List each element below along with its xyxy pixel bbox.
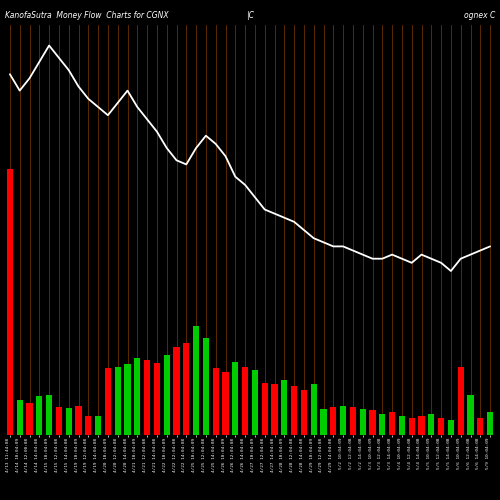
Bar — [310, 384, 317, 435]
Bar — [262, 383, 268, 435]
Bar — [6, 168, 13, 435]
Bar — [389, 412, 396, 435]
Bar — [370, 410, 376, 435]
Bar — [222, 372, 228, 435]
Bar — [164, 355, 170, 435]
Bar — [232, 362, 238, 435]
Bar — [114, 367, 121, 435]
Bar — [272, 384, 278, 435]
Bar — [448, 420, 454, 435]
Bar — [438, 418, 444, 435]
Bar — [252, 370, 258, 435]
Bar — [418, 416, 424, 435]
Bar — [154, 363, 160, 435]
Bar — [428, 414, 434, 435]
Bar — [300, 390, 307, 435]
Bar — [46, 395, 52, 435]
Bar — [487, 412, 494, 435]
Text: KanofaSutra  Money Flow  Charts for CGNX: KanofaSutra Money Flow Charts for CGNX — [5, 11, 168, 20]
Bar — [76, 406, 82, 435]
Bar — [85, 416, 91, 435]
Bar — [408, 418, 415, 435]
Bar — [144, 360, 150, 435]
Bar — [134, 358, 140, 435]
Bar — [379, 414, 386, 435]
Bar — [104, 368, 111, 435]
Bar — [477, 418, 484, 435]
Bar — [458, 367, 464, 435]
Bar — [193, 326, 200, 435]
Bar — [16, 400, 23, 435]
Bar — [66, 408, 72, 435]
Bar — [242, 367, 248, 435]
Text: ognex C: ognex C — [464, 11, 495, 20]
Bar — [281, 380, 287, 435]
Bar — [174, 347, 180, 435]
Bar — [398, 416, 405, 435]
Bar — [36, 396, 43, 435]
Bar — [360, 409, 366, 435]
Bar — [468, 395, 473, 435]
Text: |C: |C — [246, 11, 254, 20]
Bar — [330, 407, 336, 435]
Bar — [340, 406, 346, 435]
Bar — [291, 386, 298, 435]
Bar — [202, 338, 209, 435]
Bar — [26, 403, 32, 435]
Bar — [212, 368, 219, 435]
Bar — [56, 407, 62, 435]
Bar — [350, 407, 356, 435]
Bar — [320, 409, 326, 435]
Bar — [183, 343, 190, 435]
Bar — [95, 416, 102, 435]
Bar — [124, 364, 130, 435]
